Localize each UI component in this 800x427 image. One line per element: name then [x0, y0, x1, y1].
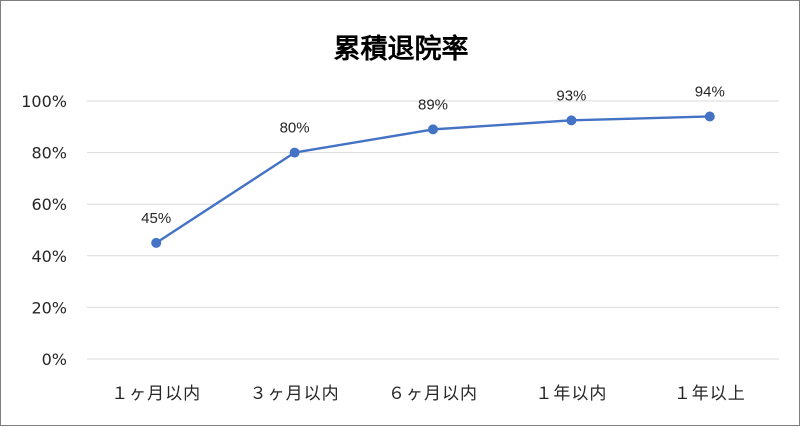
y-tick-label: 20% — [31, 298, 67, 317]
y-tick-label: 60% — [31, 195, 67, 214]
data-point — [704, 111, 715, 122]
x-tick-label: １ヶ月以内 — [111, 384, 201, 404]
data-label: 94% — [695, 83, 725, 100]
data-point — [428, 124, 438, 135]
y-tick-label: 100% — [21, 92, 67, 111]
data-point — [566, 115, 577, 126]
x-axis-ticks: １ヶ月以内 ３ヶ月以内 ６ヶ月以内 １年以内 １年以上 — [111, 384, 746, 404]
y-axis-ticks: 0% 20% 40% 60% 80% 100% — [21, 92, 67, 369]
data-point — [289, 147, 300, 158]
data-label: 45% — [141, 210, 171, 227]
y-tick-label: 80% — [31, 144, 67, 163]
x-tick-label: １年以上 — [674, 384, 746, 404]
gridlines — [87, 100, 779, 360]
x-tick-label: ３ヶ月以内 — [250, 384, 340, 404]
data-label: 93% — [556, 87, 586, 104]
data-point — [151, 237, 162, 248]
x-tick-label: ６ヶ月以内 — [388, 384, 478, 404]
x-tick-label: １年以内 — [535, 384, 607, 404]
y-tick-label: 0% — [42, 350, 67, 369]
chart-title: 累積退院率 — [334, 33, 469, 65]
series-line — [155, 115, 710, 244]
data-points — [151, 111, 715, 248]
data-label: 80% — [280, 120, 310, 137]
data-labels: 45% 80% 89% 93% 94% — [141, 83, 725, 226]
data-label: 89% — [418, 96, 448, 113]
y-tick-label: 40% — [31, 247, 67, 266]
